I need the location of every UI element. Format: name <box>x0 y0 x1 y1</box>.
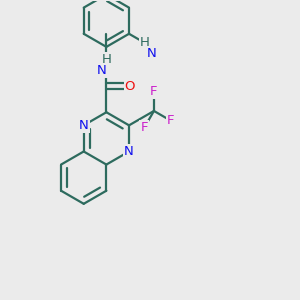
Text: H: H <box>140 36 150 50</box>
Text: F: F <box>150 85 158 98</box>
Text: O: O <box>125 80 135 93</box>
Text: N: N <box>79 119 88 132</box>
Text: N: N <box>124 145 134 158</box>
Text: F: F <box>140 122 148 134</box>
Text: N: N <box>146 47 156 60</box>
Text: F: F <box>167 114 175 127</box>
Text: N: N <box>97 64 107 77</box>
Text: H: H <box>101 53 111 66</box>
